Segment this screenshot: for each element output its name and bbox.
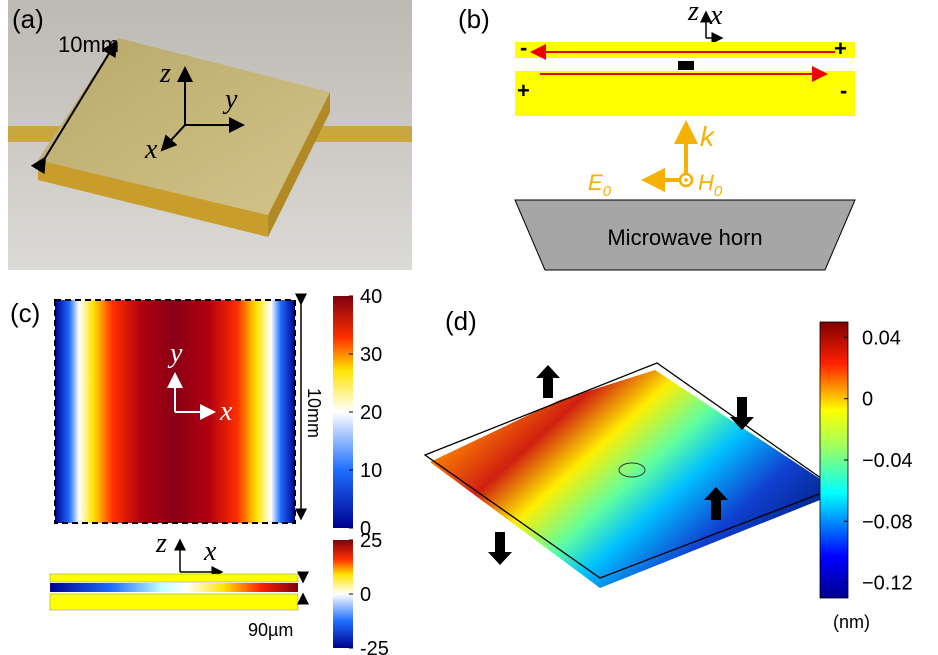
tick-label: -25 [360,638,389,655]
e-label: E0 [588,170,612,200]
strip [515,71,855,116]
field-strip [50,583,298,592]
axis-label: y [222,84,238,115]
arrow-down [488,532,512,565]
colorbar [820,322,848,598]
symbol: H [698,170,714,195]
strip [50,594,298,610]
tick-label: −0.12 [862,573,913,595]
tick-label: 30 [360,344,382,366]
charge: + [517,78,530,103]
panel-c: (c) y x 10mm z x 90µm [10,296,353,648]
charge: - [520,35,527,60]
tick-label: −0.04 [862,450,913,472]
dimension: 10mm [58,32,119,57]
tick-label: 25 [360,530,382,552]
panel-a: (a) 10mm z y x [8,0,412,270]
axis-label: z [159,58,171,89]
axis-label: x [219,396,233,427]
axis-label: x [709,0,723,31]
unit-label: (nm) [833,612,870,632]
axis-label: z [155,528,167,559]
strip [50,574,298,582]
gap-label: 90µm [248,620,293,640]
panel-label: (c) [10,298,40,328]
panel-b: (b) z x - + + - k E0 H0 Microwave horn [458,0,855,270]
panel-label: (b) [458,4,490,34]
tick-label: 0.04 [862,327,901,349]
horn-label: Microwave horn [607,225,762,250]
tick-label: 20 [360,402,382,424]
tick-label: 0 [360,584,371,606]
arrow-up [536,365,560,398]
axis-label: x [144,134,158,165]
tick-label: 10 [360,460,382,482]
figure: (a) 10mm z y x (b) z x - + + - k E0 H0 M… [0,0,938,655]
strip [515,42,855,58]
axis-label: y [167,338,183,369]
symbol: E [588,170,603,195]
subscript: 0 [714,183,723,200]
panel-label: (a) [12,4,44,34]
subscript: 0 [603,183,612,200]
h-label: H0 [698,170,723,200]
charge: - [840,78,847,103]
charge: + [834,36,847,61]
panel-d: (d) (nm) [425,306,870,632]
gap-element [678,61,694,70]
dimension: 10mm [304,388,324,438]
k-label: k [700,121,716,152]
panel-label: (d) [445,306,477,336]
h-symbol [684,178,688,182]
tick-label: −0.08 [862,511,913,533]
axis-label: x [203,536,217,567]
tick-label: 0 [862,389,873,411]
axis-label: z [687,0,699,27]
tick-label: 40 [360,286,382,308]
